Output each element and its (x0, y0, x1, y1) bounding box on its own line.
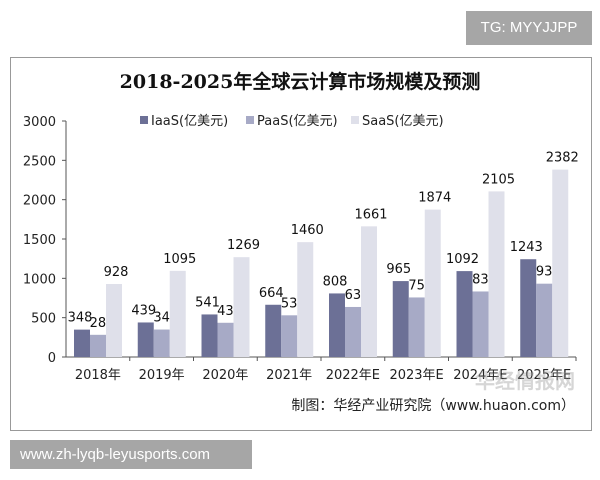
legend-swatch (246, 116, 254, 124)
data-label: 439 (131, 303, 156, 318)
chart-frame (10, 57, 592, 431)
data-label: 2105 (482, 172, 515, 187)
source-note: 制图：华经产业研究院（www.huaon.com） (291, 398, 575, 414)
y-tick-label: 2000 (23, 194, 56, 209)
y-tick-label: 3000 (23, 115, 56, 130)
data-label: 1269 (227, 238, 260, 253)
data-label: 808 (323, 274, 348, 289)
y-tick-label: 1500 (23, 233, 56, 248)
data-label: 2382 (546, 151, 579, 166)
x-tick-label: 2019年 (139, 368, 185, 383)
bar (106, 283, 122, 357)
y-tick-label: 0 (48, 351, 56, 366)
x-tick-label: 2025年E (517, 368, 571, 383)
x-tick-label: 2021年 (266, 368, 312, 383)
legend-label: IaaS(亿美元) (151, 114, 228, 129)
bar (217, 322, 234, 357)
bar (153, 329, 170, 357)
y-tick-label: 500 (31, 312, 56, 327)
data-label: 928 (104, 265, 129, 280)
data-label: 1092 (446, 252, 479, 267)
bar (281, 315, 298, 357)
data-label: 1243 (510, 240, 543, 255)
bar (265, 304, 282, 357)
data-label: 541 (195, 295, 220, 310)
x-tick-label: 2020年 (202, 368, 248, 383)
logo-watermark: 华经情报网 (475, 369, 575, 393)
bar (424, 209, 441, 357)
bar (329, 293, 345, 357)
bar (137, 322, 154, 357)
data-label: 1095 (163, 252, 196, 267)
data-label: 348 (68, 311, 93, 326)
legend-label: PaaS(亿美元) (257, 114, 338, 129)
data-label: 965 (386, 262, 411, 277)
bar (74, 329, 90, 357)
data-label: 1460 (291, 223, 324, 238)
chart-title: 2018-2025年全球云计算市场规模及预测 (120, 70, 481, 93)
bar (201, 314, 218, 357)
y-tick-label: 2500 (23, 154, 56, 169)
bar (392, 281, 409, 357)
bar (456, 271, 473, 357)
bar (488, 191, 505, 357)
bar (90, 334, 106, 357)
x-tick-label: 2022年E (326, 368, 380, 383)
y-tick-label: 1000 (23, 272, 56, 287)
x-tick-label: 2018年 (75, 368, 121, 383)
bar (361, 226, 377, 357)
legend-label: SaaS(亿美元) (362, 114, 444, 129)
bar (536, 283, 553, 357)
x-tick-label: 2024年E (453, 368, 507, 383)
x-tick-label: 2023年E (389, 368, 443, 383)
bar (169, 270, 186, 357)
bar (408, 297, 425, 357)
bar (520, 259, 537, 357)
data-label: 1661 (354, 207, 387, 222)
legend-swatch (140, 116, 148, 124)
bar (297, 242, 314, 357)
bar (552, 169, 569, 357)
bar (472, 291, 489, 357)
data-label: 1874 (418, 191, 451, 206)
bar (345, 306, 361, 357)
bar (233, 257, 250, 357)
data-label: 664 (259, 286, 284, 301)
watermark-site: www.zh-lyqb-leyusports.com (10, 440, 252, 469)
watermark-tg: TG: MYYJJPP (466, 11, 592, 45)
legend-swatch (351, 116, 359, 124)
